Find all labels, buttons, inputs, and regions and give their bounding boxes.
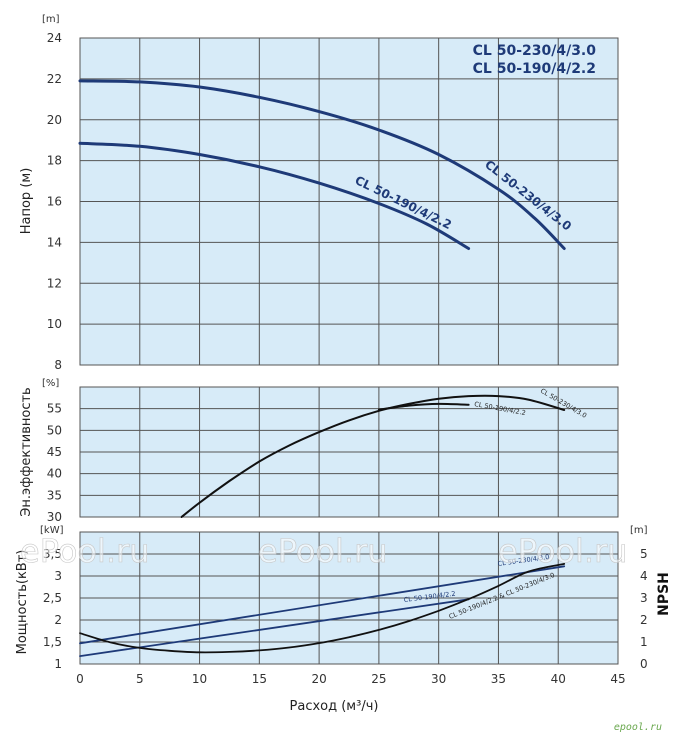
y-tick-label: 50 (47, 423, 62, 437)
power-grid (80, 532, 618, 664)
y-tick-label: 8 (54, 358, 62, 372)
efficiency-y-ticks: 30 35 40 45 50 55 (47, 402, 62, 524)
y-tick-label: 16 (47, 195, 62, 209)
power-curve-230 (79, 565, 566, 645)
legend-line-2: CL 50-190/4/2.2 (473, 61, 596, 77)
head-panel: 8 10 12 14 16 18 20 22 24 [m] Напор (м) CL 50-23… (19, 14, 619, 372)
y-tick-label: 24 (47, 31, 62, 45)
head-curves (78, 79, 566, 250)
x-tick-label: 35 (491, 672, 506, 686)
head-y-ticks: 8 10 12 14 16 18 20 22 24 (47, 31, 62, 372)
npsh-y-ticks: 0 1 2 3 4 5 (640, 547, 648, 671)
y-tick-label: 1,5 (43, 635, 62, 649)
y-tick-label: 10 (47, 317, 62, 331)
efficiency-y-axis-title: Эн.эффективность (19, 387, 34, 516)
y-tick-label: 5 (640, 547, 648, 561)
y-tick-label: 18 (47, 154, 62, 168)
npsh-y-unit: [m] (630, 525, 648, 536)
x-tick-label: 5 (136, 672, 144, 686)
head-curve-230 (78, 79, 566, 250)
y-tick-label: 3 (54, 569, 62, 583)
watermark-3: ePool.ru (498, 532, 628, 570)
y-tick-label: 55 (47, 402, 62, 416)
efficiency-y-unit: [%] (42, 378, 59, 389)
npsh-curve (79, 563, 566, 654)
power-curve-190 (79, 598, 470, 657)
y-tick-label: 1 (640, 635, 648, 649)
y-tick-label: 22 (47, 72, 62, 86)
y-tick-label: 35 (47, 488, 62, 502)
npsh-axis-title: NPSH (656, 572, 672, 616)
power-curves (79, 563, 566, 657)
watermark-1: ePool.ru (20, 532, 150, 570)
x-tick-label: 20 (311, 672, 326, 686)
y-tick-label: 1 (54, 657, 62, 671)
y-tick-label: 20 (47, 113, 62, 127)
power-y-unit: [kW] (40, 525, 64, 536)
y-tick-label: 12 (47, 276, 62, 290)
y-tick-label: 0 (640, 657, 648, 671)
y-tick-label: 3 (640, 591, 648, 605)
x-tick-label: 45 (610, 672, 625, 686)
brand-logo: epool.ru (614, 722, 662, 733)
y-tick-label: 14 (47, 235, 62, 249)
power-y-axis-title: Мощность(кВт) (15, 550, 30, 655)
x-tick-label: 0 (76, 672, 84, 686)
y-tick-label: 40 (47, 467, 62, 481)
x-tick-label: 40 (551, 672, 566, 686)
head-curve-190 (78, 141, 471, 250)
legend-line-1: CL 50-230/4/3.0 (473, 43, 597, 59)
efficiency-curves (180, 394, 566, 518)
watermark-2: ePool.ru (258, 532, 388, 570)
efficiency-curve-230 (180, 394, 566, 518)
head-grid (80, 38, 618, 365)
y-tick-label: 45 (47, 445, 62, 459)
y-tick-label: 2 (54, 613, 62, 627)
x-ticks: 0 5 10 15 20 25 30 35 40 45 (76, 672, 625, 686)
x-tick-label: 10 (192, 672, 207, 686)
y-tick-label: 30 (47, 510, 62, 524)
y-tick-label: 3,5 (43, 547, 62, 561)
y-tick-label: 2 (640, 613, 648, 627)
efficiency-curve-190 (377, 402, 470, 411)
x-tick-label: 15 (252, 672, 267, 686)
y-tick-label: 4 (640, 569, 648, 583)
x-tick-label: 30 (431, 672, 446, 686)
power-y-ticks: 1 1,5 2 2,5 3 3,5 (43, 547, 62, 671)
head-y-unit: [m] (42, 14, 60, 25)
y-tick-label: 2,5 (43, 591, 62, 605)
x-tick-label: 25 (371, 672, 386, 686)
x-axis-title: Расход (м³/ч) (290, 699, 379, 714)
head-y-axis-title: Напор (м) (19, 168, 34, 235)
